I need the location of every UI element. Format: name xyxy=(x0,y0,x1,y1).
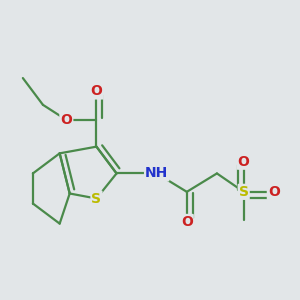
Text: O: O xyxy=(268,185,280,199)
Text: NH: NH xyxy=(145,167,168,180)
Text: O: O xyxy=(181,215,193,229)
Text: O: O xyxy=(60,113,72,127)
Text: O: O xyxy=(91,84,102,98)
Text: S: S xyxy=(92,191,101,206)
Text: O: O xyxy=(238,155,250,169)
Text: S: S xyxy=(239,185,249,199)
